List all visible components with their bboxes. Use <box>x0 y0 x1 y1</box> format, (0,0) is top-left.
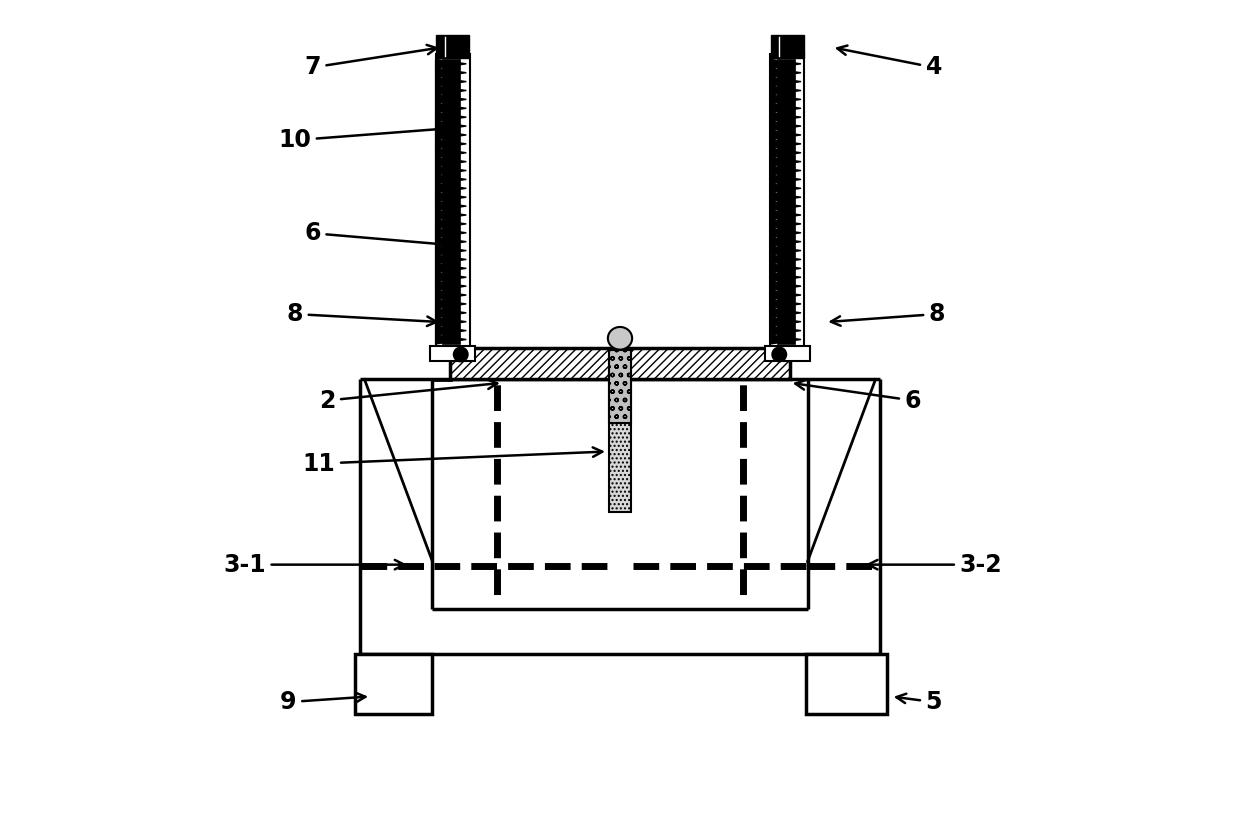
Bar <box>436 35 469 58</box>
Bar <box>765 346 810 361</box>
Bar <box>430 346 475 361</box>
Bar <box>776 59 795 344</box>
Bar <box>806 654 887 714</box>
Bar <box>450 348 790 379</box>
Polygon shape <box>770 59 801 344</box>
Text: 9: 9 <box>280 690 366 714</box>
Bar <box>443 59 460 344</box>
Text: 3-2: 3-2 <box>868 553 1002 576</box>
Text: 3-1: 3-1 <box>223 553 404 576</box>
Circle shape <box>454 348 467 361</box>
Ellipse shape <box>608 327 632 349</box>
Bar <box>771 35 804 58</box>
Text: 8: 8 <box>286 302 436 326</box>
Text: 11: 11 <box>303 448 603 475</box>
Text: 7: 7 <box>304 45 436 80</box>
Bar <box>610 349 630 512</box>
Text: 8: 8 <box>831 302 945 326</box>
Bar <box>355 654 432 714</box>
Circle shape <box>773 348 786 361</box>
Text: 10: 10 <box>278 125 446 152</box>
Text: 6: 6 <box>795 380 921 413</box>
Text: 5: 5 <box>897 690 942 714</box>
Text: 4: 4 <box>837 46 942 80</box>
Bar <box>435 54 470 348</box>
Bar <box>770 54 805 348</box>
Text: 2: 2 <box>319 379 497 413</box>
Polygon shape <box>435 59 466 344</box>
Text: 6: 6 <box>304 221 449 249</box>
Bar <box>610 349 630 422</box>
